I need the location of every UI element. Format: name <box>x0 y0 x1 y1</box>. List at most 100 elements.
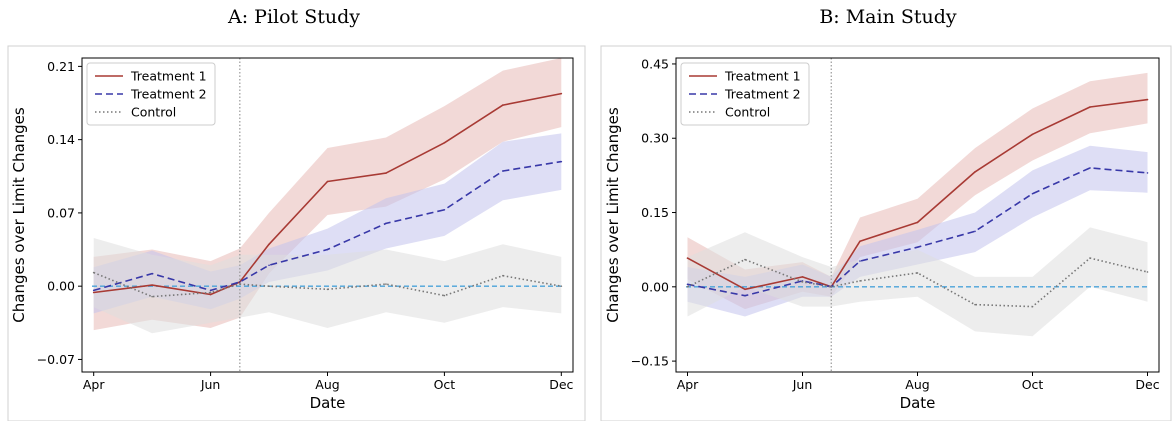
chart-a-series-1-point-8 <box>502 170 504 172</box>
chart-b-ytick-label-3: 0.30 <box>641 131 669 146</box>
chart-a-title: A: Pilot Study <box>228 6 360 28</box>
chart-b-series-1-point-4 <box>859 260 861 262</box>
chart-a-ytick-label-3: 0.14 <box>47 132 75 147</box>
chart-b-series-1-point-1 <box>744 294 746 297</box>
chart-b-series-line-0 <box>687 98 1148 291</box>
chart-b-series-1-point-8 <box>1089 167 1091 169</box>
chart-a-series-0-point-4 <box>268 243 270 246</box>
chart-a-series-2-point-3 <box>239 283 241 285</box>
chart-a-series-2-point-9 <box>560 285 563 287</box>
chart-b-series-1-point-0 <box>686 283 689 286</box>
chart-a-series-1-point-2 <box>209 289 212 292</box>
chart-a-frame <box>7 45 586 421</box>
chart-b-series-line-2 <box>687 257 1148 308</box>
chart-a-legend-label-1: Treatment 2 <box>130 87 207 102</box>
chart-a-series-2-point-2 <box>209 291 212 294</box>
chart-a-band-0 <box>93 58 562 331</box>
chart-b-series-line-1 <box>687 167 1148 297</box>
chart-a-series-2-point-8 <box>502 274 504 277</box>
chart-b-series-2-point-0 <box>686 286 689 288</box>
chart-a-series-1-point-9 <box>560 160 563 163</box>
chart-a-ylabel: Changes over Limit Changes <box>10 107 28 323</box>
chart-b-series-1-point-6 <box>974 230 976 233</box>
chart-b-series-0-point-6 <box>974 171 976 173</box>
chart-b-series-1-point-7 <box>1031 192 1034 195</box>
chart-b-band-2 <box>687 227 1148 337</box>
chart-a-series-0-point-0 <box>92 291 95 294</box>
chart-b-ytick-label-2: 0.15 <box>641 205 669 220</box>
chart-b-series-0-point-2 <box>801 276 804 278</box>
chart-a-legend-label-0: Treatment 1 <box>130 69 207 84</box>
chart-a-series-1-point-1 <box>151 272 153 275</box>
chart-b-xtick-label-4: Dec <box>1135 377 1159 392</box>
chart-b-series-0-point-1 <box>744 288 746 291</box>
chart-a-series-2-point-5 <box>326 288 329 291</box>
chart-b-series-0-point-7 <box>1031 133 1034 136</box>
chart-a-series-0-point-2 <box>209 293 212 296</box>
chart-a-series-0-point-1 <box>151 284 153 286</box>
chart-a-series-0-point-8 <box>502 104 504 106</box>
chart-b-legend <box>680 62 810 126</box>
chart-b-series-0-point-5 <box>916 221 919 224</box>
chart-a-series-2-point-7 <box>443 294 446 297</box>
chart-b-series-2-point-8 <box>1089 257 1091 259</box>
chart-a-ytick-label-2: 0.07 <box>47 205 75 220</box>
chart-b-xtick-label-2: Aug <box>905 377 929 392</box>
chart-a-series-2-point-6 <box>385 283 387 285</box>
chart-b-ytick-label-4: 0.45 <box>641 56 669 71</box>
chart-b-panel: −0.15 0.00 0.15 0.30 0.45 Apr Jun Aug Oct Dec Date… <box>600 45 1172 421</box>
chart-b-series-1-point-5 <box>916 246 919 248</box>
chart-b-frame <box>600 45 1172 421</box>
chart-b-legend-label-0: Treatment 1 <box>724 69 801 84</box>
chart-a-xtick-label-0: Apr <box>83 377 105 392</box>
chart-b-ylabel: Changes over Limit Changes <box>604 107 622 323</box>
chart-b-xtick-label-0: Apr <box>677 377 699 392</box>
chart-a-series-1-point-4 <box>268 264 270 267</box>
chart-b-xtick-label-1: Jun <box>792 377 813 392</box>
chart-b-series-2-point-4 <box>859 280 861 282</box>
chart-b-series-0-point-4 <box>859 240 861 243</box>
chart-a-ytick-label-1: 0.00 <box>47 279 75 294</box>
chart-a-series-0-point-9 <box>560 92 563 95</box>
chart-a-series-1-point-6 <box>385 222 387 225</box>
chart-b-series-2-point-2 <box>801 281 804 283</box>
chart-a-xtick-label-2: Aug <box>315 377 339 392</box>
chart-b-series-0-point-0 <box>686 257 689 259</box>
chart-b-band-0 <box>687 72 1148 310</box>
chart-b-legend-label-1: Treatment 2 <box>724 87 801 102</box>
chart-a-ytick-label-0: −0.07 <box>37 352 75 367</box>
chart-a-series-1-point-3 <box>239 281 241 283</box>
chart-a-xtick-label-1: Jun <box>200 377 221 392</box>
chart-a-series-0-point-6 <box>385 172 387 174</box>
chart-a-series-line-1 <box>93 160 562 292</box>
chart-b-series-2-point-3 <box>830 286 833 288</box>
chart-b-ytick-label-1: 0.00 <box>641 279 669 294</box>
chart-a-panel: −0.07 0.00 0.07 0.14 0.21 Apr Jun Aug Oct Dec Date… <box>7 45 586 421</box>
chart-a-ytick-label-4: 0.21 <box>47 59 75 74</box>
chart-a-series-0-point-7 <box>443 141 446 144</box>
chart-b-series-2-point-5 <box>916 272 919 274</box>
chart-a-legend <box>86 62 216 126</box>
chart-a-series-1-point-7 <box>443 208 446 211</box>
chart-b-series-2-point-6 <box>974 303 976 306</box>
chart-a-xtick-label-3: Oct <box>434 377 456 392</box>
chart-b-xtick-label-3: Oct <box>1022 377 1044 392</box>
chart-b-series-2-point-9 <box>1146 271 1149 273</box>
chart-a-legend-label-2: Control <box>131 105 176 120</box>
chart-b-title: B: Main Study <box>819 6 957 28</box>
chart-b-series-2-point-7 <box>1031 305 1034 308</box>
chart-a-series-2-point-4 <box>268 285 270 287</box>
chart-a-series-1-point-0 <box>92 289 95 292</box>
chart-b-series-2-point-1 <box>744 258 746 261</box>
chart-b-ytick-label-0: −0.15 <box>631 354 669 369</box>
chart-a-series-line-0 <box>93 92 562 296</box>
chart-a-xlabel: Date <box>310 394 346 412</box>
chart-a-series-2-point-1 <box>151 295 153 298</box>
chart-b-series-0-point-8 <box>1089 106 1091 108</box>
chart-b-xlabel: Date <box>900 394 936 412</box>
chart-b-series-0-point-9 <box>1146 98 1149 101</box>
chart-b-series-1-point-9 <box>1146 172 1149 174</box>
chart-a-series-1-point-5 <box>326 248 329 251</box>
chart-b-legend-label-2: Control <box>725 105 770 120</box>
